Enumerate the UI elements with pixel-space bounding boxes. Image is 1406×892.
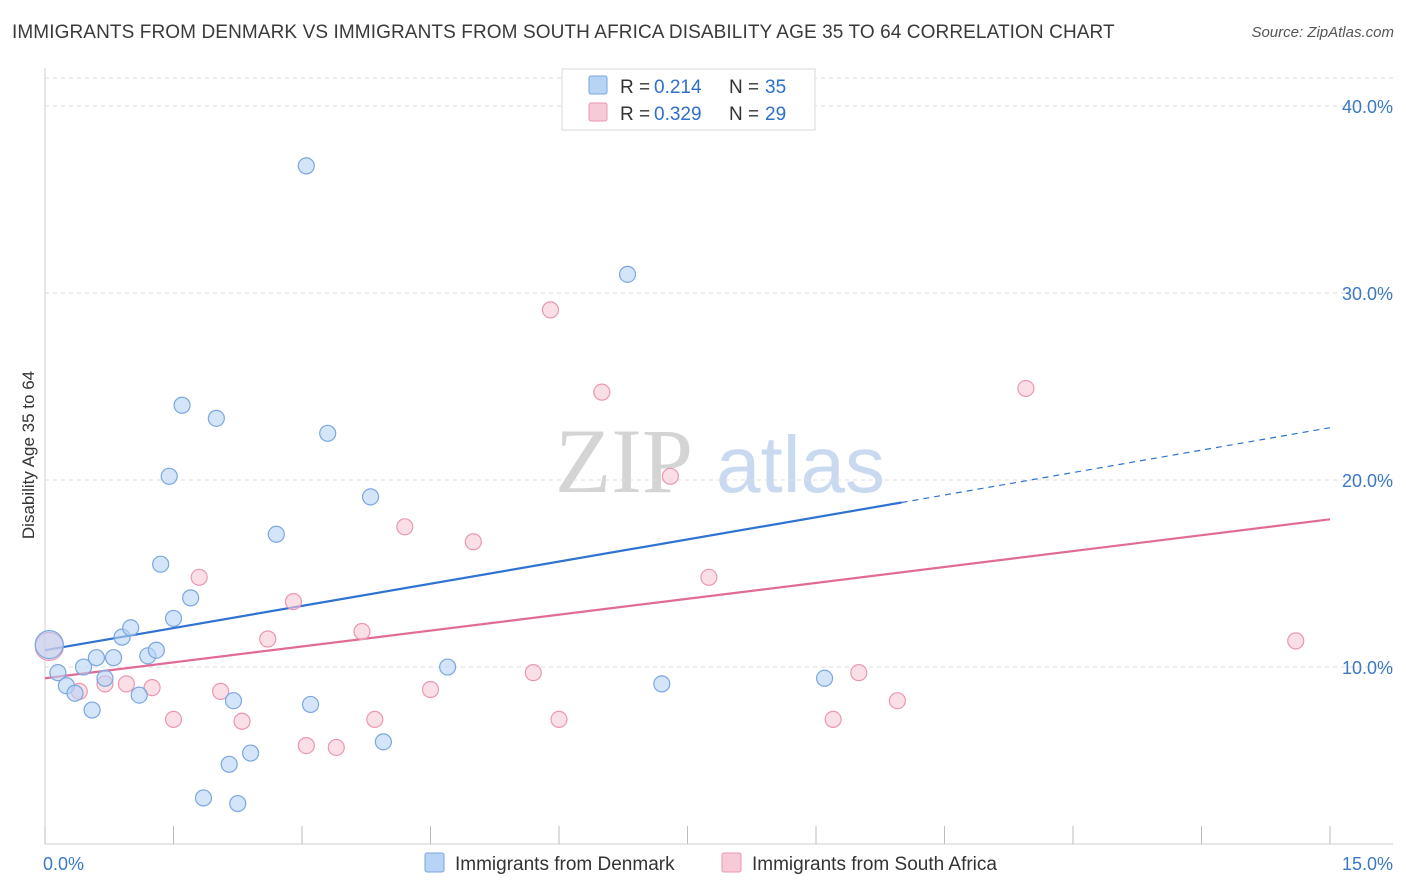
point-denmark — [49, 664, 67, 682]
point-denmark — [194, 789, 213, 807]
point-denmark — [374, 733, 392, 751]
y-tick-label: 10.0% — [1342, 658, 1393, 678]
y-tick-label: 30.0% — [1342, 284, 1393, 304]
point-southafrica — [661, 467, 679, 485]
point-denmark — [242, 744, 260, 762]
point-southafrica — [524, 664, 542, 682]
point-southafrica — [366, 710, 384, 729]
legend-n-value-southafrica: 29 — [765, 104, 786, 125]
point-denmark — [267, 525, 285, 543]
point-southafrica — [353, 622, 371, 641]
bottom-legend: Immigrants from Denmark Immigrants from … — [424, 852, 997, 875]
point-southafrica — [164, 710, 183, 729]
bottom-legend-swatch-southafrica — [721, 852, 742, 873]
trend-lines — [44, 427, 1331, 680]
watermark: ZIP atlas — [555, 410, 885, 512]
point-denmark — [182, 589, 200, 607]
point-denmark — [207, 409, 225, 427]
point-denmark — [152, 555, 170, 573]
bottom-legend-label-denmark: Immigrants from Denmark — [455, 854, 675, 875]
source-note: Source: ZipAtlas.com — [1251, 24, 1394, 41]
point-denmark — [164, 609, 183, 628]
point-southafrica — [700, 568, 718, 586]
axes: 10.0% 20.0% 30.0% 40.0% 0.0% 15.0% — [43, 68, 1393, 874]
point-southafrica — [396, 518, 414, 536]
point-denmark — [122, 619, 140, 637]
point-denmark — [130, 686, 148, 704]
x-tick-label: 15.0% — [1342, 854, 1393, 874]
y-tick-label: 40.0% — [1342, 97, 1393, 117]
legend-r-label-southafrica: R = — [620, 104, 650, 125]
legend-swatch-southafrica — [588, 102, 608, 122]
data-points — [34, 157, 1305, 813]
point-denmark — [104, 649, 123, 667]
legend-r-value-denmark: 0.214 — [654, 77, 702, 98]
point-southafrica — [327, 738, 345, 757]
point-denmark — [439, 658, 457, 676]
point-denmark — [173, 396, 191, 414]
point-southafrica — [233, 712, 251, 730]
point-denmark — [147, 641, 165, 659]
legend-n-label-southafrica: N = — [729, 104, 759, 125]
point-southafrica — [143, 679, 161, 697]
point-denmark — [74, 658, 93, 676]
legend-n-value-denmark: 35 — [765, 77, 786, 98]
point-southafrica — [550, 710, 568, 729]
point-denmark — [815, 669, 834, 687]
point-southafrica — [284, 592, 303, 611]
legend-box: R = 0.214 N = 35 R = 0.329 N = 29 — [561, 68, 816, 131]
point-denmark — [224, 692, 243, 710]
point-southafrica — [297, 736, 315, 755]
gridlines — [45, 77, 1393, 668]
watermark-atlas: atlas — [716, 420, 885, 509]
point-denmark — [66, 684, 84, 702]
point-denmark — [87, 649, 106, 667]
point-southafrica — [593, 383, 611, 401]
point-denmark — [220, 755, 238, 773]
y-axis-label: Disability Age 35 to 64 — [19, 371, 38, 539]
point-southafrica — [421, 680, 440, 699]
point-denmark — [96, 669, 114, 687]
legend-n-label-denmark: N = — [729, 77, 759, 98]
point-denmark — [618, 265, 637, 283]
point-southafrica — [541, 301, 560, 319]
bottom-legend-swatch-denmark — [424, 852, 445, 873]
point-denmark — [229, 794, 247, 813]
point-southafrica — [117, 675, 135, 693]
point-denmark — [160, 467, 178, 485]
point-denmark — [319, 424, 337, 442]
chart-title: IMMIGRANTS FROM DENMARK VS IMMIGRANTS FR… — [12, 22, 1115, 43]
point-denmark — [361, 488, 380, 506]
trend-line-denmark — [44, 501, 902, 652]
bottom-legend-label-southafrica: Immigrants from South Africa — [752, 854, 997, 875]
point-southafrica — [464, 533, 482, 551]
point-denmark — [653, 675, 671, 693]
point-denmark — [301, 695, 320, 714]
point-southafrica — [259, 630, 277, 648]
point-denmark — [83, 701, 101, 719]
point-denmark — [297, 157, 315, 175]
point-southafrica — [850, 664, 868, 682]
x-tick-label: 0.0% — [43, 854, 84, 874]
point-southafrica — [212, 682, 230, 700]
point-denmark — [34, 630, 64, 660]
watermark-zip: ZIP — [555, 410, 693, 512]
point-southafrica — [190, 568, 208, 586]
trend-line-southafrica — [44, 518, 1331, 680]
point-southafrica — [1287, 632, 1305, 650]
legend-r-label-denmark: R = — [620, 77, 650, 98]
point-southafrica — [1017, 379, 1035, 398]
y-tick-label: 20.0% — [1342, 471, 1393, 491]
legend-swatch-denmark — [588, 75, 608, 95]
trend-line-denmark-extension — [901, 427, 1331, 504]
point-southafrica — [888, 692, 906, 710]
legend-r-value-southafrica: 0.329 — [654, 104, 702, 125]
point-southafrica — [824, 710, 842, 729]
